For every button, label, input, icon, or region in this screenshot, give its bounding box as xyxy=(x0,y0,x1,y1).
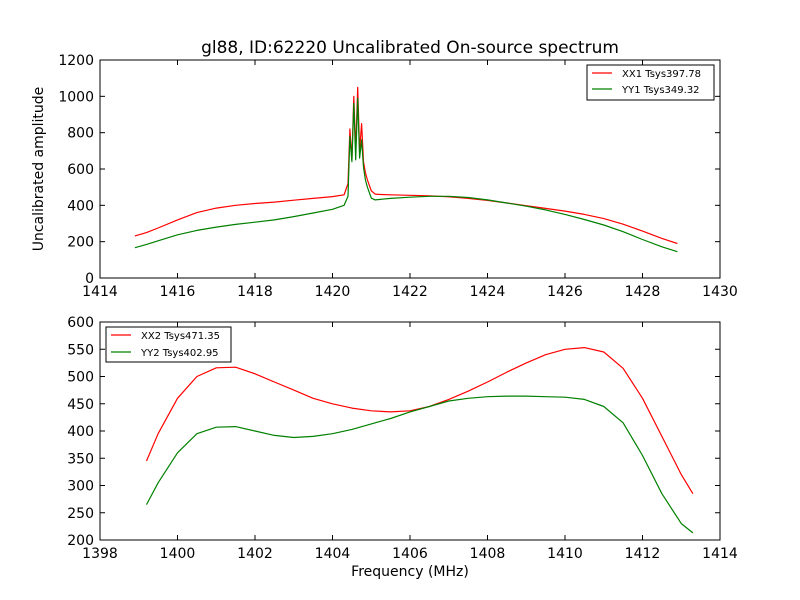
top-legend-xx1-label: XX1 Tsys397.78 xyxy=(622,69,701,80)
top-x-tick-label: 1422 xyxy=(392,284,428,300)
top-y-tick-label: 600 xyxy=(67,162,94,178)
top-x-tick-label: 1430 xyxy=(702,284,738,300)
bottom-x-tick-label: 1400 xyxy=(160,546,196,562)
bottom-x-tick-label: 1410 xyxy=(547,546,583,562)
top-x-tick-label: 1416 xyxy=(160,284,196,300)
bottom-y-tick-label: 400 xyxy=(67,424,94,440)
bottom-x-axis-label: Frequency (MHz) xyxy=(351,564,469,580)
top-x-tick-label: 1414 xyxy=(82,284,118,300)
bottom-y-tick-label: 600 xyxy=(67,315,94,331)
top-y-ticks: 0 200 400 600 800 1000 1200 xyxy=(58,53,720,287)
top-x-tick-label: 1426 xyxy=(547,284,583,300)
top-x-ticks: 1414 1416 1418 1420 1422 1424 1426 1428 1430 xyxy=(82,60,738,300)
bottom-y-tick-label: 500 xyxy=(67,370,94,386)
bottom-y-tick-label: 550 xyxy=(67,342,94,358)
bottom-x-tick-label: 1406 xyxy=(392,546,428,562)
top-x-tick-label: 1418 xyxy=(237,284,273,300)
top-y-tick-label: 1200 xyxy=(58,53,94,69)
bottom-x-ticks: 1398 1400 1402 1404 1406 1408 1410 1412 1414 xyxy=(82,322,738,562)
bottom-y-tick-label: 350 xyxy=(67,451,94,467)
bottom-x-tick-label: 1404 xyxy=(315,546,351,562)
bottom-x-tick-label: 1414 xyxy=(702,546,738,562)
top-legend: XX1 Tsys397.78 YY1 Tsys349.32 xyxy=(586,64,715,101)
top-y-tick-label: 0 xyxy=(85,271,94,287)
top-x-tick-label: 1424 xyxy=(470,284,506,300)
bottom-legend-yy2-label: YY2 Tsys402.95 xyxy=(140,348,219,359)
top-series-line-yy xyxy=(134,97,678,253)
bottom-x-tick-label: 1412 xyxy=(625,546,661,562)
bottom-spectrum-panel: 1398 1400 1402 1404 1406 1408 1410 1412 1414 200… xyxy=(67,315,738,580)
bottom-y-ticks: 200 250 300 350 400 450 500 550 600 xyxy=(67,315,720,549)
bottom-legend-xx2-label: XX2 Tsys471.35 xyxy=(141,331,220,342)
bottom-series-group xyxy=(145,347,694,534)
top-y-tick-label: 200 xyxy=(67,235,94,251)
bottom-legend: XX2 Tsys471.35 YY2 Tsys402.95 xyxy=(105,326,232,363)
bottom-x-tick-label: 1408 xyxy=(470,546,506,562)
bottom-y-tick-label: 300 xyxy=(67,479,94,495)
bottom-y-tick-label: 200 xyxy=(67,533,94,549)
bottom-y-tick-label: 250 xyxy=(67,506,94,522)
top-series-group xyxy=(134,86,678,253)
top-legend-yy1-label: YY1 Tsys349.32 xyxy=(621,85,700,96)
chart-title: gl88, ID:62220 Uncalibrated On-source sp… xyxy=(201,38,619,58)
top-x-tick-label: 1420 xyxy=(315,284,351,300)
top-legend-box xyxy=(586,64,715,101)
top-y-tick-label: 800 xyxy=(67,126,94,142)
bottom-x-tick-label: 1398 xyxy=(82,546,118,562)
top-x-tick-label: 1428 xyxy=(625,284,661,300)
bottom-x-tick-label: 1402 xyxy=(237,546,273,562)
bottom-series-line-yy xyxy=(145,395,694,534)
top-y-axis-label: Uncalibrated amplitude xyxy=(31,87,47,252)
bottom-legend-box xyxy=(105,326,232,363)
top-y-tick-label: 400 xyxy=(67,198,94,214)
bottom-y-tick-label: 450 xyxy=(67,397,94,413)
top-y-tick-label: 1000 xyxy=(58,89,94,105)
top-spectrum-panel: 1414 1416 1418 1420 1422 1424 1426 1428 1430 0 20… xyxy=(31,53,738,300)
